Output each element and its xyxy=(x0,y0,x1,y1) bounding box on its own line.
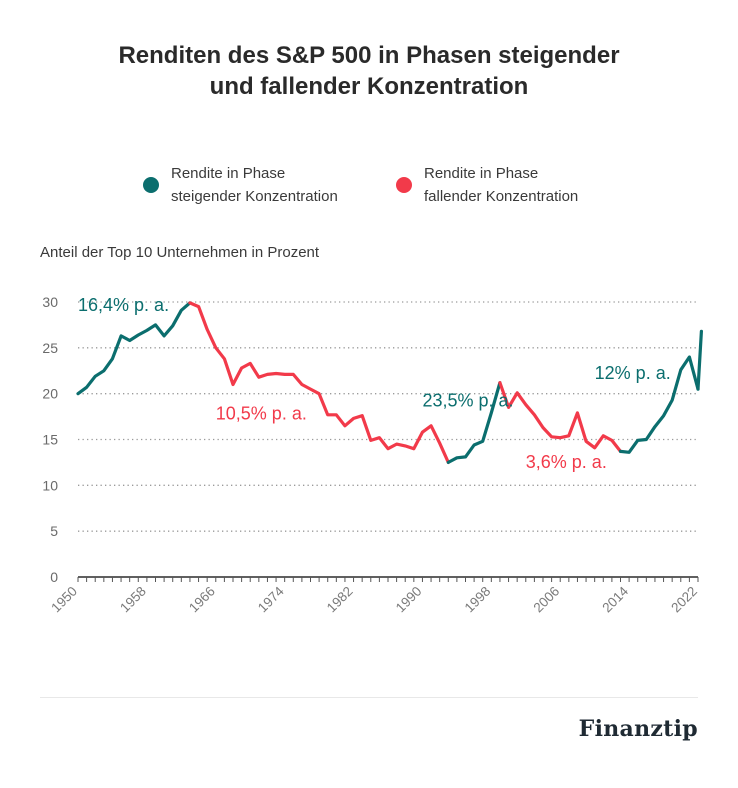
series-line-rising xyxy=(696,329,704,391)
legend-item-rising: Rendite in Phase steigender Konzentratio… xyxy=(143,162,338,208)
title-line-2: und fallender Konzentration xyxy=(209,73,529,100)
y-tick-label: 10 xyxy=(42,477,58,493)
brand-logo: Finanztip xyxy=(578,716,698,742)
legend-rising-line-1: Rendite in Phase xyxy=(171,165,286,182)
x-tick-label: 1982 xyxy=(324,584,356,616)
legend-falling-line-2: fallender Konzentration xyxy=(424,188,579,205)
legend-rising-line-2: steigender Konzentration xyxy=(171,188,338,205)
x-tick-label: 1966 xyxy=(186,584,218,616)
x-tick-label: 2022 xyxy=(668,584,700,616)
annotations: 16,4% p. a. 10,5% p. a. 23,5% p. a. 3,6% p.… xyxy=(78,295,671,472)
x-tick-label: 1950 xyxy=(48,584,80,616)
series-line-rising xyxy=(618,355,700,454)
title-line-1: Renditen des S&P 500 in Phasen steigende… xyxy=(118,42,620,69)
annotation-falling: 3,6% p. a. xyxy=(526,452,607,472)
grid-lines xyxy=(77,301,699,582)
x-tick-labels: 1950 1958 1966 1974 1982 1990 1998 2006 2014 2022 xyxy=(48,583,700,615)
annotation-rising: 23,5% p. a. xyxy=(422,391,513,411)
annotation-rising: 16,4% p. a. xyxy=(78,295,169,315)
y-tick-label: 5 xyxy=(50,523,58,539)
legend-dot-falling-icon xyxy=(396,177,412,193)
series-line-falling xyxy=(498,381,623,453)
annotation-rising: 12% p. a. xyxy=(595,363,671,383)
legend-falling-line-1: Rendite in Phase xyxy=(424,165,539,182)
series-line-falling xyxy=(188,301,450,464)
y-tick-label: 25 xyxy=(42,340,58,356)
legend-dot-rising-icon xyxy=(143,177,159,193)
x-tick-label: 1998 xyxy=(462,584,494,616)
chart-title: Renditen des S&P 500 in Phasen steigende… xyxy=(0,40,738,102)
y-tick-label: 15 xyxy=(42,432,58,448)
y-tick-label: 30 xyxy=(42,294,58,310)
series-lines xyxy=(76,301,704,464)
legend-item-falling: Rendite in Phase fallender Konzentration xyxy=(396,162,578,208)
series-line-rising xyxy=(76,301,192,396)
footer-divider xyxy=(40,697,698,698)
y-tick-label: 20 xyxy=(42,386,58,402)
x-tick-label: 1974 xyxy=(255,583,287,615)
x-tick-label: 2006 xyxy=(530,584,562,616)
y-axis-title: Anteil der Top 10 Unternehmen in Prozent xyxy=(40,244,320,261)
series-line-rising xyxy=(446,381,502,464)
x-tick-label: 1958 xyxy=(117,584,149,616)
y-tick-label: 0 xyxy=(50,569,58,585)
annotation-falling: 10,5% p. a. xyxy=(216,403,307,423)
x-tick-label: 1990 xyxy=(393,584,425,616)
line-chart: 0 5 10 15 20 25 30 1950 1958 1966 1974 1982 1990 199… xyxy=(42,294,704,615)
x-tick-label: 2014 xyxy=(599,583,631,615)
y-tick-labels: 0 5 10 15 20 25 30 xyxy=(42,294,58,585)
